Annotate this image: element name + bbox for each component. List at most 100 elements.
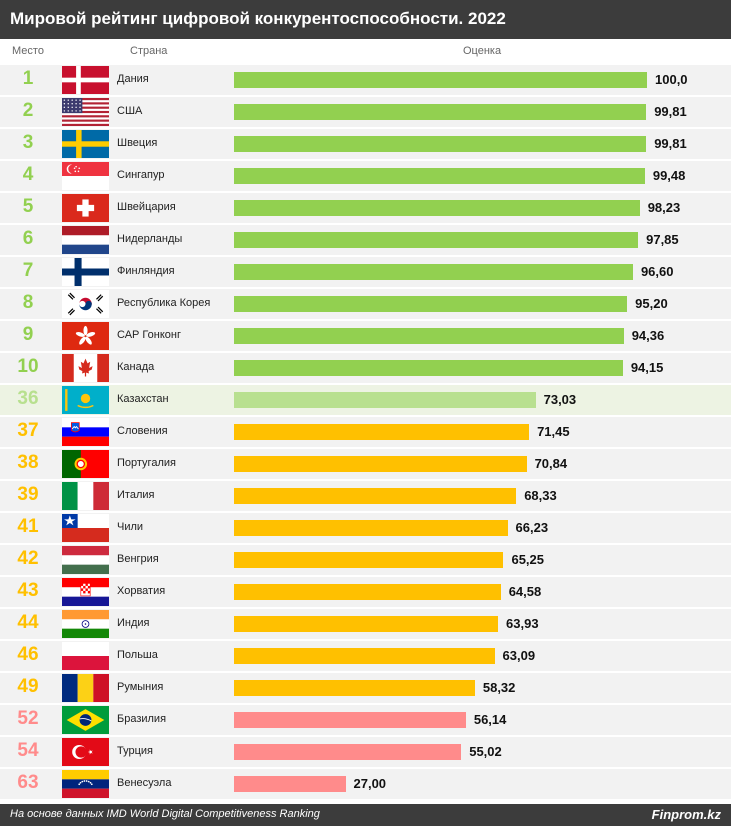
chart-row: 6 Нидерланды 97,85 [0,224,731,256]
chart-row: 39 Италия 68,33 [0,480,731,512]
score-bar [234,488,517,504]
score-bar [234,232,639,248]
finland-flag-icon [62,258,109,286]
rank-label: 10 [17,356,39,377]
netherlands-flag-icon [62,226,109,254]
rank-label: 7 [22,260,34,281]
chart-row: 41 Чили 66,23 [0,512,731,544]
country-label: Республика Корея [117,297,211,309]
rank-label: 3 [22,132,34,153]
score-bar [234,296,628,312]
rank-label: 41 [17,516,39,537]
score-bar [234,328,624,344]
score-value-label: 100,0 [655,72,688,87]
chart-row: 1 Дания 100,0 [0,64,731,96]
chart-row: 43 Хорватия 64,58 [0,576,731,608]
chart-row: 52 Бразилия 56,14 [0,704,731,736]
country-label: Швейцария [117,201,176,213]
rank-label: 46 [17,644,39,665]
score-bar [234,744,462,760]
chart-row: 63 Венесуэла 27,00 [0,768,731,800]
score-bar [234,648,495,664]
switzerland-flag-icon [62,194,109,222]
score-value-label: 58,32 [482,680,516,695]
chart-row: 8 Республика Корея 95,20 [0,288,731,320]
country-label: Чили [117,521,144,533]
score-value-label: 96,60 [640,264,674,279]
title-bar: Мировой рейтинг цифровой конкурентоспосо… [0,0,731,39]
rank-label: 4 [22,164,34,185]
rank-label: 5 [22,196,34,217]
score-value-label: 68,33 [524,488,557,503]
chart-row: 9 САР Гонконг 94,36 [0,320,731,352]
chart-row: 38 Португалия 70,84 [0,448,731,480]
rank-label: 38 [17,452,39,473]
country-label: Финляндия [117,265,175,277]
rank-label: 42 [17,548,39,569]
chart-row: 44 Индия 63,93 [0,608,731,640]
rank-label: 43 [17,580,39,601]
score-value-label: 66,23 [515,520,549,535]
score-value-label: 94,15 [630,360,664,375]
country-label: Сингапур [117,169,165,181]
score-value-label: 71,45 [537,424,570,439]
chart-row: 2 США 99,81 [0,96,731,128]
poland-flag-icon [62,642,109,670]
score-bar [234,136,647,152]
canada-flag-icon [62,354,109,382]
header-country: Страна [130,45,168,57]
india-flag-icon [62,610,109,638]
korea-flag-icon [62,290,109,318]
score-value-label: 55,02 [469,744,502,759]
score-value-label: 70,84 [534,456,568,471]
score-value-label: 65,25 [511,552,545,567]
score-bar [234,552,504,568]
score-value-label: 99,81 [654,136,687,151]
score-value-label: 73,03 [543,392,577,407]
chart-row: 10 Канада 94,15 [0,352,731,384]
singapore-flag-icon [62,162,109,190]
score-bar [234,200,640,216]
score-value-label: 56,14 [473,712,507,727]
score-value-label: 64,58 [508,584,542,599]
score-value-label: 27,00 [353,776,387,791]
country-label: Швеция [117,137,158,149]
chart-title: Мировой рейтинг цифровой конкурентоспосо… [10,9,506,28]
country-label: Хорватия [117,585,166,597]
rank-label: 8 [22,292,34,313]
rank-label: 49 [17,676,39,697]
denmark-flag-icon [62,66,109,94]
country-label: Турция [117,745,153,757]
country-label: Нидерланды [117,233,183,245]
score-bar [234,712,466,728]
score-bar [234,776,346,792]
kazakhstan-flag-icon [62,386,109,414]
chart-row: 54 Турция 55,02 [0,736,731,768]
score-bar [234,680,475,696]
score-bar [234,104,647,120]
brand-logo-text: Finprom.kz [651,807,721,822]
chile-flag-icon [62,514,109,542]
chart-row: 5 Швейцария 98,23 [0,192,731,224]
score-bar [234,584,501,600]
country-label: САР Гонконг [117,329,181,341]
score-value-label: 63,93 [506,616,539,631]
chart-row: 4 Сингапур 99,48 [0,160,731,192]
score-bar [234,168,645,184]
rank-label: 39 [17,484,39,505]
country-label: Индия [117,617,150,629]
country-label: Венгрия [117,553,159,565]
chart-row: 49 Румыния 58,32 [0,672,731,704]
brazil-flag-icon [62,706,109,734]
rank-label: 44 [17,612,39,633]
country-label: Португалия [117,457,176,469]
chart-row: 37 Словения 71,45 [0,416,731,448]
usa-flag-icon [62,98,109,126]
score-value-label: 95,20 [635,296,668,311]
rank-label: 36 [17,388,39,409]
score-bar [234,520,508,536]
croatia-flag-icon [62,578,109,606]
rank-label: 52 [17,708,39,729]
country-label: Словения [117,425,168,437]
country-label: Венесуэла [117,777,172,789]
